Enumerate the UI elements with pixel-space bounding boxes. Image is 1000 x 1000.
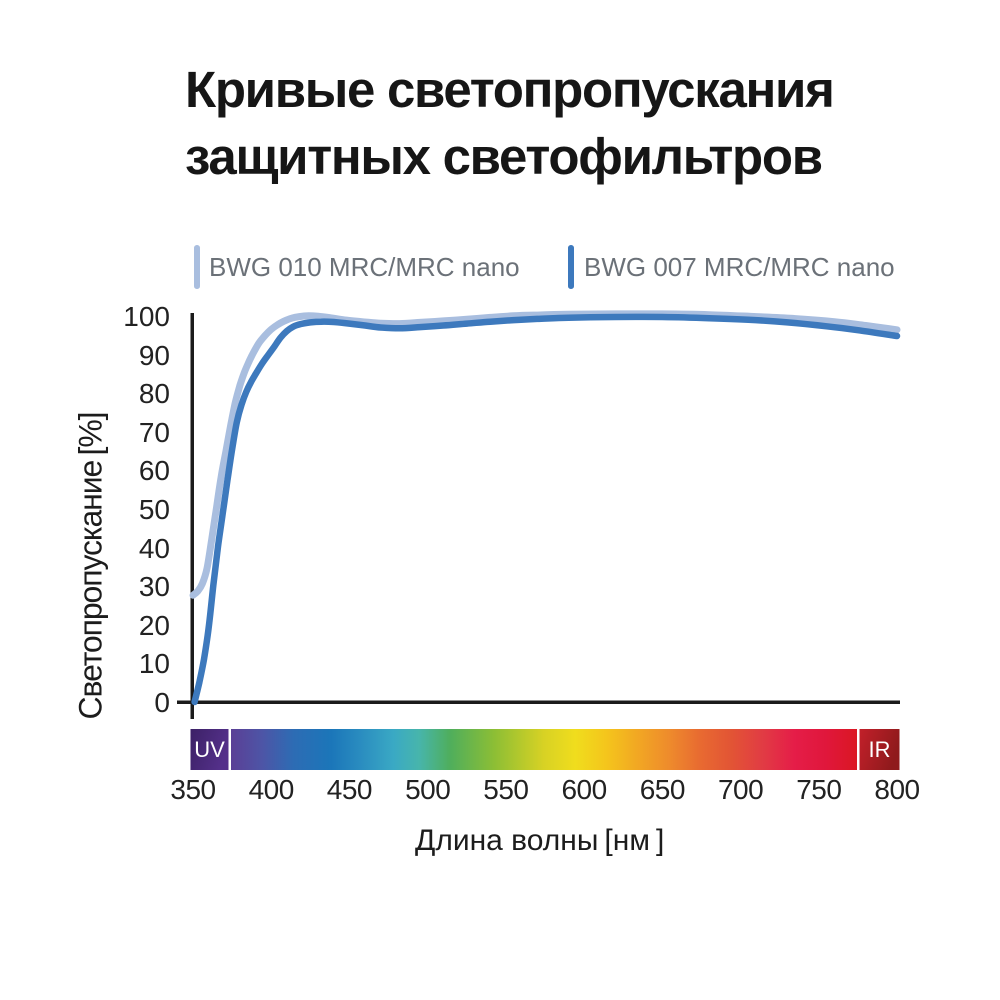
svg-text:UV: UV — [194, 737, 225, 762]
svg-text:IR: IR — [869, 737, 891, 762]
